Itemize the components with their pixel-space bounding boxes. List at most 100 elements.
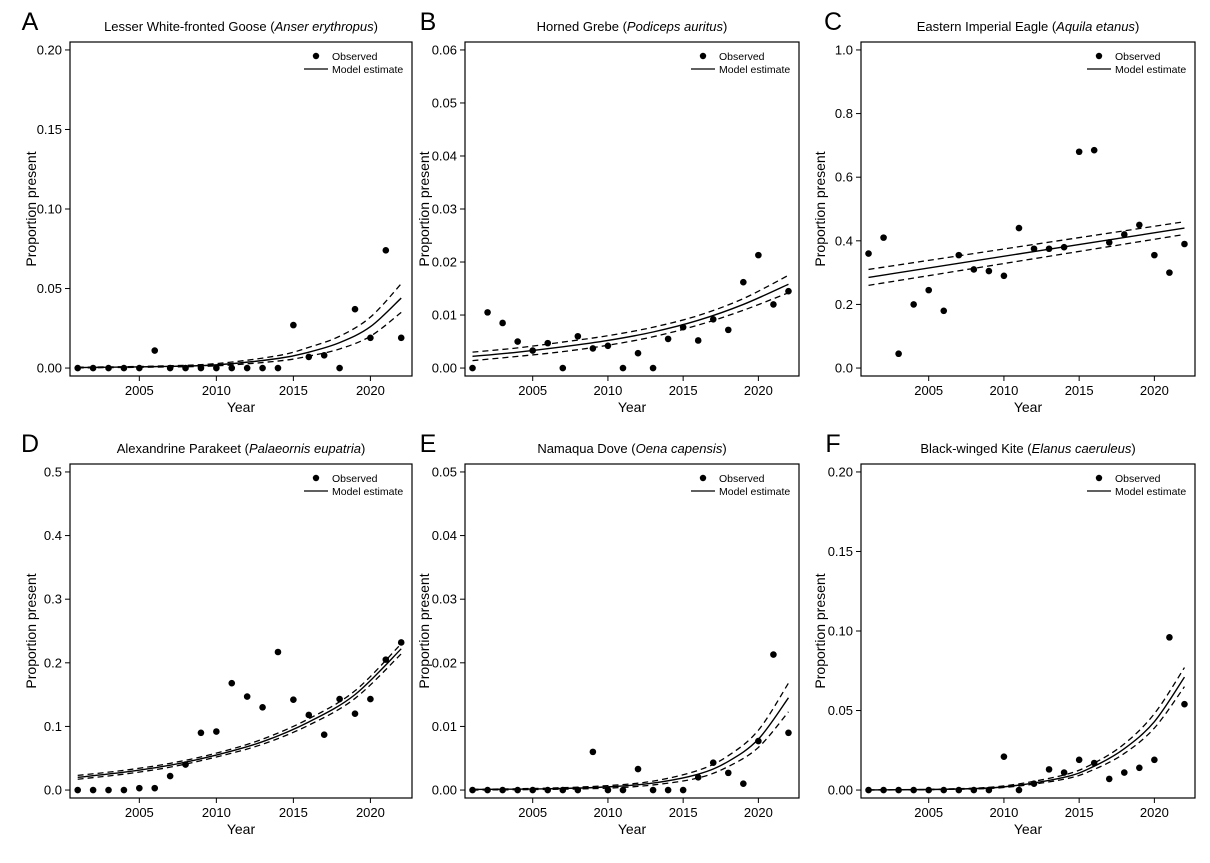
y-tick-label: 0.00 — [432, 361, 457, 376]
observed-point — [1000, 272, 1008, 280]
y-axis-label: Proportion present — [416, 573, 432, 688]
lower-bound-line — [472, 292, 789, 362]
y-tick-label: 0.05 — [37, 281, 62, 296]
observed-point — [1045, 766, 1053, 773]
plot-frame — [860, 41, 1196, 377]
plot-frame — [860, 463, 1196, 799]
x-tick-label: 2005 — [125, 383, 154, 398]
observed-point — [940, 786, 948, 794]
y-tick-label: 0.2 — [835, 297, 853, 312]
panel-letter: D — [21, 430, 39, 458]
species-name: Oena capensis — [636, 441, 723, 456]
observed-point — [182, 761, 189, 768]
observed-point — [895, 350, 902, 358]
model-estimate-line — [77, 648, 402, 779]
observed-point — [895, 786, 902, 794]
observed-point — [619, 786, 627, 794]
y-tick-label: 0.06 — [432, 42, 457, 57]
y-tick-label: 0.8 — [835, 106, 853, 121]
lower-bound-line — [868, 233, 1185, 286]
legend-observed-marker — [699, 52, 707, 60]
observed-point — [1045, 245, 1053, 253]
species-name: Anser erythropus — [274, 19, 374, 34]
model-estimate-line — [868, 227, 1185, 279]
observed-point — [785, 729, 792, 737]
observed-point — [544, 339, 552, 347]
observed-point — [336, 695, 343, 703]
chart-title: Alexandrine Parakeet (Palaeornis eupatri… — [117, 441, 366, 456]
x-tick-label: 2010 — [593, 805, 622, 820]
observed-point — [484, 309, 491, 316]
observed-point — [940, 307, 948, 315]
observed-point — [724, 326, 732, 334]
observed-point — [709, 759, 717, 766]
y-tick-label: 0.00 — [432, 783, 457, 798]
observed-point — [970, 786, 978, 794]
observed-point — [910, 301, 917, 308]
chart-title: Eastern Imperial Eagle (Aquila etanus) — [917, 19, 1140, 34]
observed-point — [679, 786, 687, 794]
x-tick-label: 2015 — [279, 805, 308, 820]
x-tick-label: 2020 — [356, 805, 385, 820]
observed-point — [664, 786, 672, 794]
x-axis-label: Year — [227, 821, 256, 837]
observed-point — [228, 679, 236, 687]
observed-point — [120, 364, 128, 372]
observed-point — [589, 748, 597, 756]
upper-bound-line — [472, 274, 789, 353]
legend-model-label: Model estimate — [1115, 486, 1186, 498]
observed-point — [1000, 753, 1008, 760]
observed-point — [1015, 786, 1023, 794]
observed-point — [228, 364, 236, 372]
observed-point — [136, 784, 143, 792]
observed-point — [514, 786, 521, 794]
observed-point — [1060, 243, 1068, 251]
observed-point — [970, 266, 978, 273]
observed-point — [785, 287, 792, 295]
y-tick-label: 0.15 — [828, 544, 853, 559]
y-tick-label: 0.02 — [432, 655, 457, 670]
observed-point — [1015, 224, 1023, 232]
y-tick-label: 0.0 — [835, 361, 853, 376]
observed-point — [1030, 780, 1038, 787]
observed-point — [367, 334, 374, 342]
observed-point — [1075, 148, 1083, 156]
upper-bound-line — [868, 667, 1186, 791]
chart-panel-e: E Namaqua Dove (Oena capensis) 2005 2010 201… — [416, 430, 800, 837]
legend-observed-label: Observed — [719, 473, 765, 485]
observed-point — [559, 364, 567, 372]
observed-point — [634, 765, 642, 773]
observed-point — [336, 364, 343, 372]
observed-point — [880, 786, 887, 794]
observed-point — [397, 334, 405, 342]
plot-frame — [69, 41, 413, 377]
x-tick-label: 2020 — [1140, 383, 1169, 398]
y-tick-label: 0.0 — [44, 783, 62, 798]
observed-point — [694, 337, 702, 344]
observed-point — [604, 786, 612, 794]
observed-point — [182, 364, 189, 372]
observed-point — [274, 648, 282, 656]
observed-point — [166, 364, 174, 372]
panel-letter: C — [824, 8, 842, 36]
observed-point — [574, 332, 582, 340]
upper-bound-line — [77, 283, 402, 368]
observed-point — [1136, 764, 1143, 772]
observed-point — [664, 335, 672, 343]
observed-point — [955, 251, 963, 259]
panel-letter: A — [22, 8, 39, 36]
y-axis-label: Proportion present — [812, 573, 828, 688]
y-axis-label: Proportion present — [23, 573, 39, 688]
legend-model-label: Model estimate — [332, 64, 403, 76]
x-tick-label: 2020 — [744, 383, 773, 398]
y-tick-label: 0.4 — [44, 528, 62, 543]
legend-observed-label: Observed — [332, 473, 378, 485]
x-tick-label: 2015 — [669, 383, 698, 398]
observed-point — [120, 786, 128, 794]
observed-point — [469, 364, 476, 372]
legend-observed-label: Observed — [332, 51, 378, 63]
x-tick-label: 2015 — [279, 383, 308, 398]
observed-point — [74, 364, 82, 372]
observed-point — [529, 347, 537, 354]
